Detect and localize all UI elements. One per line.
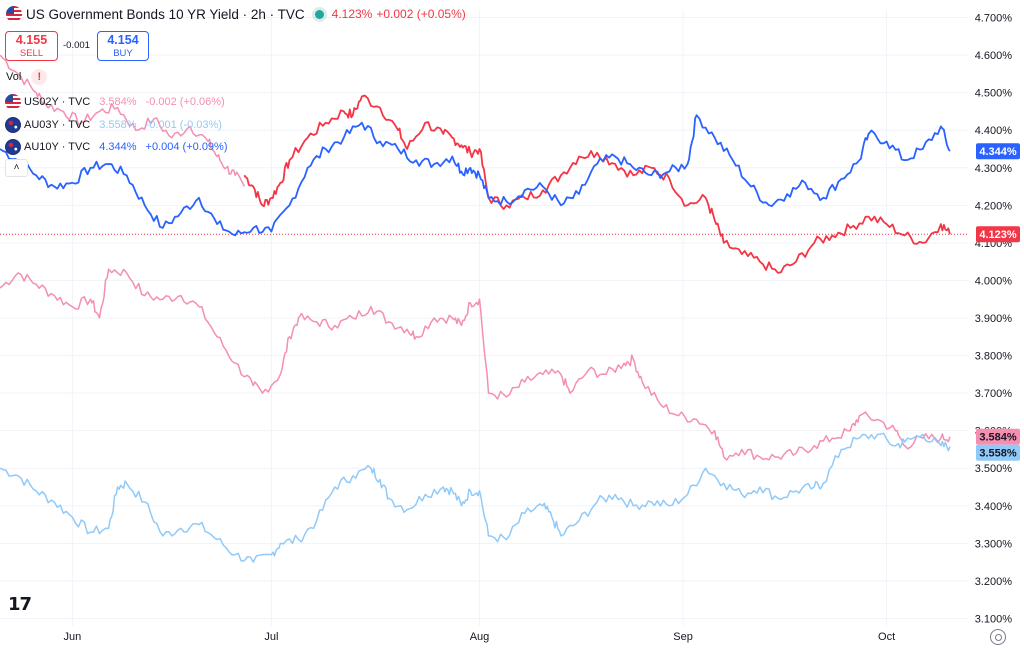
buy-label: BUY — [113, 48, 133, 59]
x-tick-label: Aug — [470, 631, 490, 643]
collapse-legend-button[interactable]: ˄ — [5, 159, 28, 177]
legend-au03y[interactable]: AU03Y · TVC 3.558% -0.001 (-0.03%) — [5, 117, 222, 133]
y-axis: 4.700%4.600%4.500%4.400%4.300%4.200%4.10… — [975, 13, 1013, 626]
us-flag-icon — [5, 94, 21, 110]
y-tick-label: 4.600% — [975, 50, 1013, 62]
legend-value: 3.558% — [99, 119, 137, 131]
legend-symbol: AU03Y · TVC — [24, 119, 91, 131]
last-value-text: 3.558% — [979, 448, 1017, 460]
price-change: +0.002 (+0.05%) — [376, 7, 466, 21]
buy-button[interactable]: 4.154 BUY — [97, 31, 149, 61]
series-line — [0, 114, 951, 237]
gear-icon[interactable] — [990, 629, 1006, 645]
market-status-icon — [314, 9, 324, 19]
series-line — [0, 54, 245, 187]
series-line — [0, 268, 951, 461]
chevron-up-icon: ˄ — [13, 162, 20, 173]
last-value-tag — [976, 444, 1020, 461]
x-tick-label: Oct — [878, 631, 895, 643]
y-tick-label: 3.400% — [975, 501, 1013, 513]
last-value-text: 4.123% — [979, 229, 1017, 241]
sell-button[interactable]: 4.155 SELL — [5, 31, 58, 61]
y-tick-label: 4.300% — [975, 163, 1013, 175]
price-labels: 4.344% 4.123% 3.584% 3.558% — [976, 143, 1020, 461]
y-tick-label: 3.700% — [975, 388, 1013, 400]
legend-change: -0.001 (-0.03%) — [145, 119, 222, 131]
y-tick-label: 4.200% — [975, 200, 1013, 212]
y-tick-label: 4.700% — [975, 13, 1013, 25]
y-tick-label: 3.300% — [975, 538, 1013, 550]
legend-symbol: US02Y · TVC — [24, 96, 91, 108]
last-value-tag — [976, 143, 1020, 160]
legend-us02y[interactable]: US02Y · TVC 3.584% -0.002 (+0.06%) — [5, 94, 225, 110]
sell-price: 4.155 — [15, 33, 48, 47]
legend-value: 3.584% — [99, 96, 137, 108]
legend-change: +0.004 (+0.09%) — [145, 141, 228, 153]
chart-series — [0, 54, 951, 563]
au-flag-icon — [5, 139, 21, 155]
legend-change: -0.002 (+0.06%) — [145, 96, 225, 108]
sell-label: SELL — [19, 48, 44, 59]
y-tick-label: 4.000% — [975, 275, 1013, 287]
y-tick-label: 3.900% — [975, 313, 1013, 325]
series-line — [0, 432, 951, 563]
symbol-title: US Government Bonds 10 YR Yield · 2h · T… — [26, 6, 305, 22]
chart-title-bar[interactable]: US Government Bonds 10 YR Yield · 2h · T… — [6, 6, 466, 22]
us-flag-icon — [6, 6, 22, 22]
y-tick-label: 4.500% — [975, 88, 1013, 100]
x-tick-label: Sep — [673, 631, 693, 643]
x-tick-label: Jul — [264, 631, 278, 643]
x-axis: Jun Jul Aug Sep Oct — [63, 631, 895, 643]
au-flag-icon — [5, 117, 21, 133]
y-tick-label: 3.100% — [975, 613, 1013, 625]
last-value-tag — [976, 428, 1020, 445]
buy-price: 4.154 — [107, 33, 139, 47]
legend-symbol: AU10Y · TVC — [24, 141, 91, 153]
legend-au10y[interactable]: AU10Y · TVC 4.344% +0.004 (+0.09%) — [5, 139, 228, 155]
last-value-text: 3.584% — [979, 432, 1017, 444]
legend-value: 4.344% — [99, 141, 137, 153]
chart-grid — [0, 10, 968, 626]
y-tick-label: 3.800% — [975, 351, 1013, 363]
y-tick-label: 3.200% — [975, 576, 1013, 588]
last-price: 4.123% — [331, 7, 373, 21]
y-tick-label: 3.500% — [975, 463, 1013, 475]
series-line — [243, 94, 951, 274]
y-tick-label: 4.400% — [975, 125, 1013, 137]
last-value-tag — [976, 226, 1020, 243]
x-tick-label: Jun — [63, 631, 81, 643]
last-value-text: 4.344% — [979, 146, 1017, 158]
